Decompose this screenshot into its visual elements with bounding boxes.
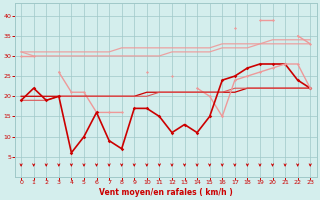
X-axis label: Vent moyen/en rafales ( km/h ): Vent moyen/en rafales ( km/h ) — [99, 188, 233, 197]
